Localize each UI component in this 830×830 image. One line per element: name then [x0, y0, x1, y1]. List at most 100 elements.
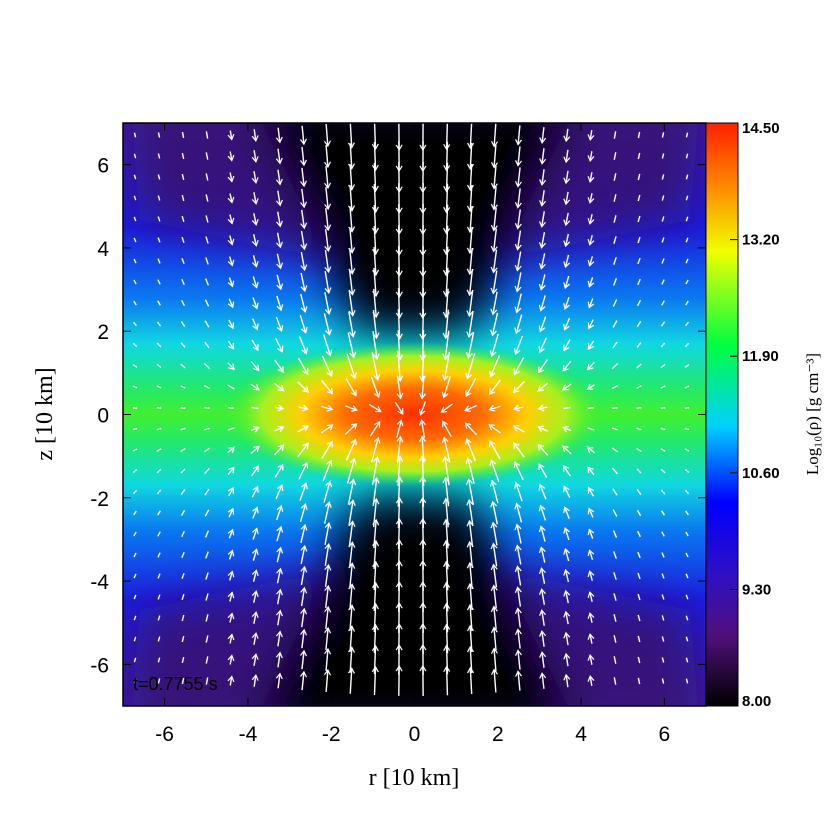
arrow-head [443, 248, 451, 256]
arrow-head [299, 670, 307, 678]
arrow-head [371, 665, 379, 673]
arrow-head [587, 343, 594, 351]
time-annotation: t=0.7755 s [133, 674, 218, 694]
arrow-head [538, 546, 546, 554]
arrow-head [228, 342, 235, 350]
velocity-arrow [156, 448, 162, 452]
arrow-head [251, 632, 259, 639]
velocity-arrow [373, 183, 377, 213]
velocity-arrow [133, 300, 137, 306]
arrow-head [563, 506, 570, 514]
arrow-head [252, 302, 259, 310]
velocity-arrow [612, 406, 618, 410]
arrow-head [465, 390, 472, 398]
velocity-arrow [323, 481, 331, 503]
velocity-arrow [492, 249, 498, 273]
arrow-head [396, 435, 404, 443]
arrow-head [395, 517, 403, 525]
velocity-arrow [516, 251, 522, 271]
arrow-head [563, 156, 571, 164]
velocity-arrow [613, 614, 617, 622]
velocity-arrow [299, 315, 307, 333]
arrow-head [539, 221, 546, 228]
velocity-arrow [157, 594, 161, 600]
velocity-arrow [133, 279, 137, 285]
velocity-arrow [661, 132, 665, 138]
arrow-head [418, 435, 426, 443]
velocity-arrow [493, 669, 497, 693]
velocity-arrow [516, 293, 522, 313]
velocity-arrow [204, 320, 210, 328]
arrow-head [464, 405, 471, 412]
velocity-arrow [373, 123, 377, 150]
colorbar-tick-label: 14.50 [742, 120, 780, 137]
velocity-arrow [684, 468, 690, 474]
velocity-arrow [368, 403, 382, 413]
arrow-head [587, 654, 595, 661]
velocity-arrow [588, 529, 594, 539]
arrow-head [300, 201, 308, 209]
arrow-head [395, 475, 403, 483]
velocity-arrow [517, 608, 521, 628]
velocity-arrow [397, 477, 401, 507]
arrow-head [396, 455, 404, 462]
velocity-arrow [252, 255, 258, 267]
velocity-arrow [492, 228, 498, 252]
arrow-head [563, 610, 571, 618]
arrow-head [324, 287, 332, 295]
arrow-head [395, 580, 403, 588]
x-tick-label: -6 [155, 723, 174, 746]
arrow-head [538, 242, 546, 249]
arrow-head [419, 496, 427, 504]
arrow-head [275, 609, 283, 617]
velocity-arrow [589, 130, 593, 140]
arrow-head [587, 507, 595, 515]
arrow-head [251, 219, 259, 226]
velocity-arrow [685, 321, 689, 327]
velocity-arrow [394, 401, 404, 415]
arrow-head [514, 285, 522, 293]
velocity-arrow [133, 573, 137, 579]
arrow-head [514, 481, 521, 489]
arrow-head [466, 540, 474, 548]
arrow-head [395, 622, 403, 630]
arrow-head [442, 476, 450, 484]
velocity-arrow [132, 364, 138, 368]
arrow-head [301, 482, 308, 490]
velocity-arrow [325, 123, 329, 147]
y-tick-label: 2 [97, 321, 109, 344]
velocity-arrow [492, 522, 498, 546]
velocity-arrow [227, 384, 235, 390]
velocity-arrow [156, 468, 162, 474]
velocity-arrow [660, 448, 666, 452]
velocity-arrow [180, 489, 186, 495]
velocity-arrow [300, 545, 306, 565]
velocity-arrow [661, 552, 665, 558]
arrow-head [372, 497, 380, 505]
velocity-arrow [277, 211, 281, 227]
arrow-head [587, 466, 594, 474]
velocity-arrow [157, 531, 161, 537]
velocity-arrow [275, 316, 283, 332]
arrow-head [587, 301, 595, 309]
velocity-arrow [229, 235, 233, 245]
velocity-arrow [349, 584, 353, 610]
arrow-head [537, 385, 545, 392]
arrow-head [350, 422, 358, 430]
velocity-arrow [229, 634, 233, 644]
velocity-arrow [493, 207, 497, 231]
velocity-arrow [349, 143, 353, 169]
velocity-arrow [684, 448, 690, 452]
velocity-arrow [157, 216, 161, 222]
velocity-arrow [565, 590, 569, 604]
velocity-arrow [517, 188, 521, 208]
velocity-arrow [636, 385, 642, 389]
arrow-head [251, 260, 259, 268]
velocity-arrow [277, 148, 281, 164]
velocity-arrow [685, 552, 689, 558]
velocity-arrow [370, 376, 380, 398]
velocity-arrow [637, 593, 641, 601]
colorbar-tick-label: 8.00 [742, 693, 771, 710]
arrow-head [349, 457, 357, 465]
arrow-head [443, 227, 451, 235]
